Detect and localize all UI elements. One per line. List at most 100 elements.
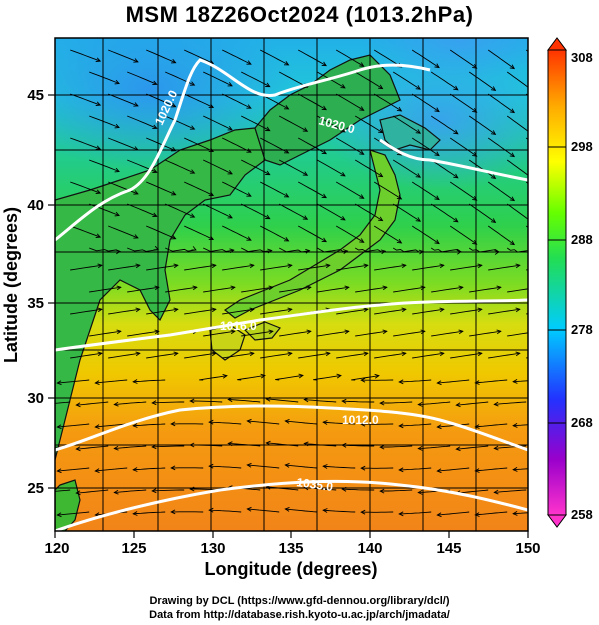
- streamline: [89, 71, 120, 84]
- streamline-arrow: [529, 131, 533, 135]
- streamline-arrow: [360, 509, 366, 515]
- streamline: [259, 137, 289, 154]
- streamline: [57, 511, 90, 516]
- streamline-arrow: [415, 129, 422, 134]
- streamline-arrow: [493, 489, 499, 495]
- streamline: [240, 203, 270, 219]
- streamline-arrow: [341, 398, 347, 404]
- streamline-arrow: [529, 175, 533, 179]
- streamline-arrow: [535, 286, 539, 290]
- streamline: [335, 225, 364, 243]
- streamline-arrow: [322, 464, 328, 469]
- streamline-arrow: [135, 351, 141, 357]
- streamline-arrow: [434, 151, 440, 157]
- streamline-arrow: [260, 373, 266, 379]
- streamline-arrow: [170, 465, 176, 471]
- streamline-arrow: [75, 446, 81, 452]
- streamline: [449, 137, 477, 157]
- streamline-arrow: [283, 237, 290, 242]
- streamline: [70, 264, 102, 271]
- streamline: [279, 330, 311, 337]
- streamline: [418, 401, 451, 406]
- streamline-arrow: [173, 263, 179, 269]
- streamline-arrow: [359, 62, 365, 67]
- pressure-contours: [55, 58, 528, 531]
- streamline-arrow: [56, 380, 62, 386]
- streamline-arrow: [268, 329, 274, 335]
- streamline: [95, 467, 128, 472]
- streamline: [241, 330, 273, 337]
- streamline-arrow: [415, 173, 422, 178]
- streamline-arrow: [573, 286, 577, 290]
- streamline: [240, 71, 270, 87]
- y-axis-title: Latitude (degrees): [1, 207, 21, 363]
- streamline-arrow: [496, 285, 502, 291]
- streamline: [506, 247, 528, 253]
- streamline-arrow: [97, 351, 103, 357]
- streamline: [506, 159, 528, 176]
- streamline: [354, 247, 386, 253]
- streamline-arrow: [227, 441, 233, 447]
- streamline: [487, 93, 515, 113]
- streamline: [297, 137, 327, 154]
- streamline: [199, 375, 227, 381]
- colorbar-tick-label: 298: [571, 139, 593, 154]
- colorbar-tick-label: 258: [571, 507, 593, 522]
- streamline: [437, 379, 470, 384]
- streamline: [507, 332, 528, 337]
- streamline: [165, 286, 197, 293]
- streamline: [278, 115, 308, 132]
- streamline-arrow: [113, 401, 119, 407]
- streamline-arrow: [512, 379, 518, 384]
- streamline-arrow: [249, 351, 255, 357]
- streamline-arrow: [515, 351, 521, 357]
- streamline-arrow: [115, 249, 121, 255]
- x-tick-label: 145: [436, 540, 461, 557]
- colorbar-tick-label: 278: [571, 322, 593, 337]
- streamline-arrow: [265, 82, 271, 88]
- streamline-arrow: [436, 424, 442, 430]
- streamline-arrow: [94, 468, 100, 474]
- streamline: [506, 115, 528, 132]
- streamline: [89, 203, 120, 216]
- streamline-arrow: [359, 194, 365, 199]
- streamline-arrow: [439, 351, 445, 357]
- x-tick-label: 120: [44, 540, 69, 557]
- streamline: [411, 181, 440, 200]
- streamline: [513, 424, 528, 427]
- streamline: [133, 467, 166, 471]
- streamline-arrow: [360, 465, 366, 471]
- streamline: [412, 308, 444, 315]
- streamline-arrow: [268, 285, 274, 291]
- streamline-arrow: [477, 351, 483, 357]
- streamline: [450, 264, 482, 271]
- streamline-arrow: [458, 285, 464, 291]
- streamline-arrow: [229, 248, 235, 254]
- streamline: [316, 115, 346, 133]
- streamline: [354, 159, 383, 177]
- streamline-arrow: [113, 489, 119, 495]
- streamline-arrow: [322, 508, 328, 513]
- streamline: [222, 308, 254, 315]
- streamline-arrow: [246, 104, 252, 109]
- streamline-arrow: [512, 511, 518, 516]
- streamline-arrow: [208, 507, 214, 513]
- streamline: [228, 442, 261, 447]
- streamline-arrow: [284, 418, 290, 424]
- streamline: [380, 445, 413, 448]
- streamline: [203, 115, 233, 131]
- streamline-arrow: [97, 263, 103, 269]
- streamline-arrow: [287, 307, 293, 313]
- streamline-arrow: [509, 108, 516, 114]
- streamline: [108, 264, 140, 271]
- streamline: [278, 159, 308, 176]
- streamline: [488, 352, 520, 359]
- streamline-arrow: [208, 463, 214, 469]
- streamline: [430, 159, 459, 179]
- streamline: [393, 330, 425, 337]
- temperature-field: 1020.0 1020.0 1016.0 1012.0 1035.0: [55, 38, 577, 531]
- streamline: [127, 247, 159, 252]
- streamline-arrow: [493, 445, 499, 451]
- streamline-arrow: [340, 83, 346, 89]
